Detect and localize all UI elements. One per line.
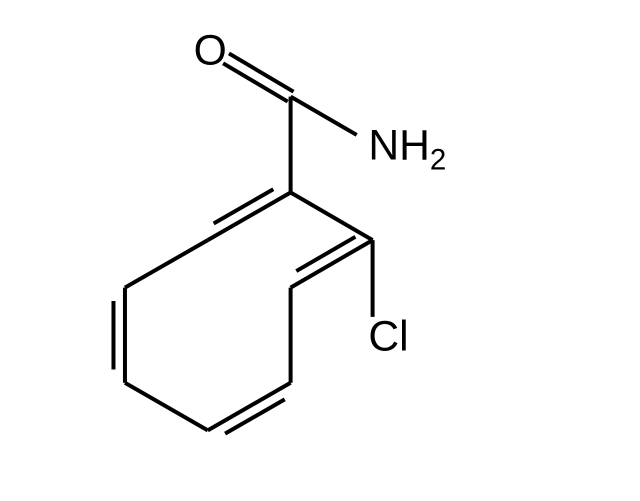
atom-label-cl: Cl bbox=[368, 313, 408, 361]
atom-label-o: O bbox=[194, 26, 227, 74]
chemical-structure-diagram: O NH2 Cl bbox=[0, 0, 640, 501]
atom-label-n: NH2 bbox=[368, 122, 446, 177]
